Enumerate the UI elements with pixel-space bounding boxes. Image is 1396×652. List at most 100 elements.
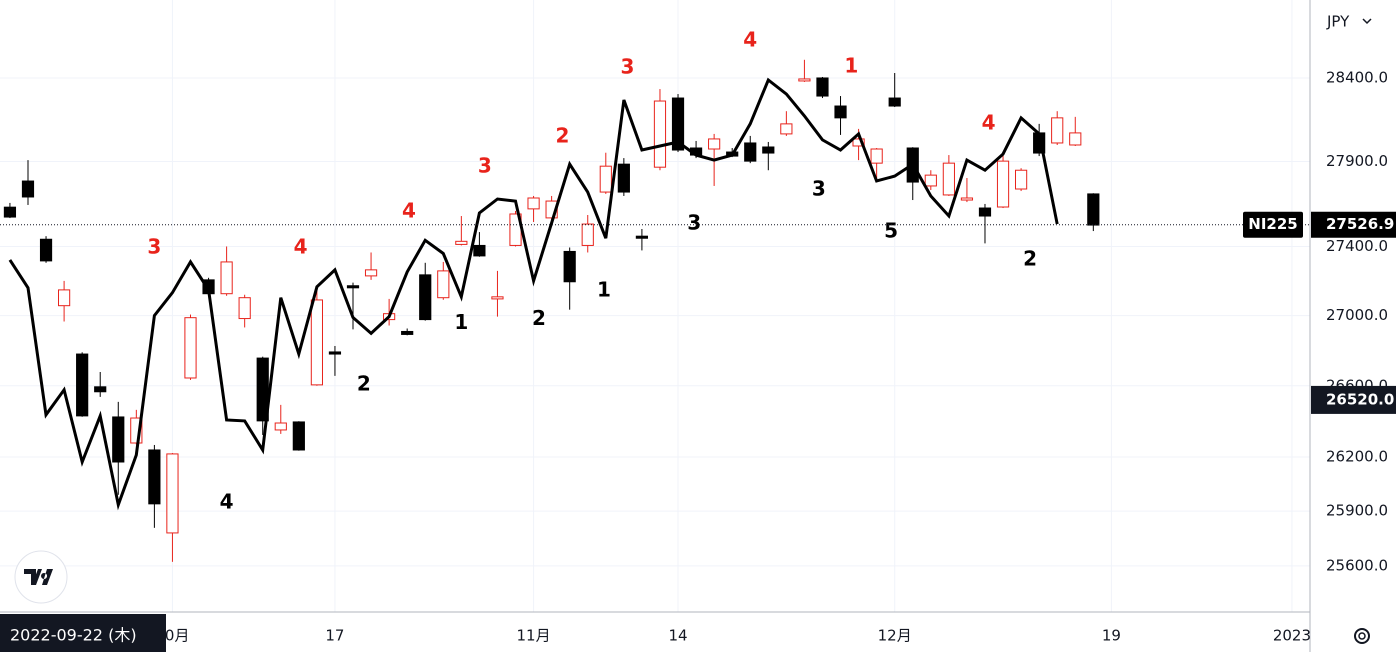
candle-body xyxy=(1087,193,1100,226)
wave-label: 1 xyxy=(844,54,858,78)
crosshair-price-label: 26520.0 xyxy=(1326,390,1394,408)
x-tick-label: 14 xyxy=(668,627,687,645)
candle-body xyxy=(996,160,1010,208)
candle-body xyxy=(744,142,757,162)
wave-label: 2 xyxy=(532,306,546,330)
candle-body xyxy=(798,78,811,82)
candle-body xyxy=(1014,169,1028,190)
wave-label: 3 xyxy=(478,154,492,178)
candle-body xyxy=(346,285,360,289)
candle-body xyxy=(437,270,450,299)
y-tick-label: 25900.0 xyxy=(1326,502,1388,520)
grid xyxy=(0,0,1310,612)
candle-body xyxy=(220,261,233,295)
candle-body xyxy=(473,244,486,257)
x-tick-label: 19 xyxy=(1102,627,1121,645)
candle-body xyxy=(960,197,974,201)
symbol-label: NI225 xyxy=(1248,215,1297,233)
x-tick-label: 12月 xyxy=(878,627,912,645)
candle-body xyxy=(491,296,504,300)
wave-label: 3 xyxy=(147,235,161,259)
wave-label: 4 xyxy=(743,27,757,51)
x-tick-label: 17 xyxy=(325,627,344,645)
candle-body xyxy=(924,174,937,187)
wave-label: 3 xyxy=(812,177,826,201)
logo-mark xyxy=(24,569,53,585)
candle-body xyxy=(942,162,955,196)
candle-body xyxy=(653,100,667,168)
candle-body xyxy=(617,163,630,193)
candle-body xyxy=(401,330,414,335)
marks: 3 4 4 3 2 3 4 1 4 4 2 1 2 1 3 3 5 2 xyxy=(0,27,1310,562)
wave-label: 3 xyxy=(621,55,635,79)
wave-label: 4 xyxy=(982,110,996,134)
candle-body xyxy=(671,97,685,151)
candle-body xyxy=(238,297,251,320)
wave-label: 4 xyxy=(294,235,308,259)
y-tick-label: 25600.0 xyxy=(1326,556,1388,574)
crosshair-date-label: 2022-09-22 (木) xyxy=(10,626,137,645)
candle-body xyxy=(1069,132,1082,146)
candle-body xyxy=(419,274,432,321)
candle-body xyxy=(870,148,883,164)
tradingview-logo[interactable] xyxy=(14,550,68,604)
candle-body xyxy=(527,197,540,210)
candle-body xyxy=(39,238,53,262)
candle-body xyxy=(328,351,342,355)
candle-body xyxy=(1051,117,1064,144)
candle-body xyxy=(58,289,71,307)
candle-body xyxy=(708,138,721,150)
crosshair-date-box xyxy=(0,614,166,652)
settings-icon[interactable] xyxy=(1354,628,1370,644)
axes: 28400.027900.027400.027000.026600.026200… xyxy=(0,68,1396,652)
gear-center xyxy=(1358,632,1366,640)
candle-body xyxy=(780,123,793,135)
candle-body xyxy=(816,77,829,97)
candle-body xyxy=(978,207,992,217)
wave-label: 2 xyxy=(555,123,569,147)
candle-body xyxy=(3,206,17,218)
candle-body xyxy=(292,421,305,451)
candle-body xyxy=(94,386,107,393)
candle-body xyxy=(166,453,179,534)
candle-body xyxy=(310,299,323,386)
y-tick-label: 27000.0 xyxy=(1326,306,1388,324)
wave-label: 2 xyxy=(1023,246,1037,270)
candle-body xyxy=(635,235,649,239)
candle-body xyxy=(112,416,125,463)
x-tick-label: 11月 xyxy=(517,627,551,645)
wave-label: 1 xyxy=(597,277,611,301)
candle-body xyxy=(364,269,378,277)
candle-body xyxy=(184,317,197,379)
candle-body xyxy=(130,417,143,444)
wave-label: 1 xyxy=(454,310,468,334)
gear xyxy=(1354,628,1370,644)
candle-body xyxy=(76,353,89,417)
wave-label: 4 xyxy=(220,489,234,513)
candle-body xyxy=(852,138,865,147)
y-tick-label: 27900.0 xyxy=(1326,152,1388,170)
candle-body xyxy=(256,357,269,422)
y-tick-label: 28400.0 xyxy=(1326,68,1388,86)
candle-body xyxy=(599,165,612,193)
overlay-line xyxy=(8,77,1059,511)
last-price-label: 27526.9 xyxy=(1326,215,1394,233)
candle-body xyxy=(888,97,901,107)
y-tick-label: 26200.0 xyxy=(1326,447,1388,465)
wave-label: 5 xyxy=(884,219,898,243)
wave-label: 2 xyxy=(357,371,371,395)
currency-chevron xyxy=(1362,18,1372,25)
logo-circle xyxy=(14,550,68,604)
candle-body xyxy=(148,449,161,505)
wave-label: 3 xyxy=(687,211,701,235)
candle-body xyxy=(834,105,847,119)
candle-body xyxy=(21,180,35,198)
candle-body xyxy=(274,422,287,431)
candle-body xyxy=(581,223,594,246)
y-tick-label: 27400.0 xyxy=(1326,237,1388,255)
last-price-box xyxy=(1311,211,1396,238)
candle-body xyxy=(563,250,576,283)
currency-label[interactable]: JPY xyxy=(1326,13,1350,31)
